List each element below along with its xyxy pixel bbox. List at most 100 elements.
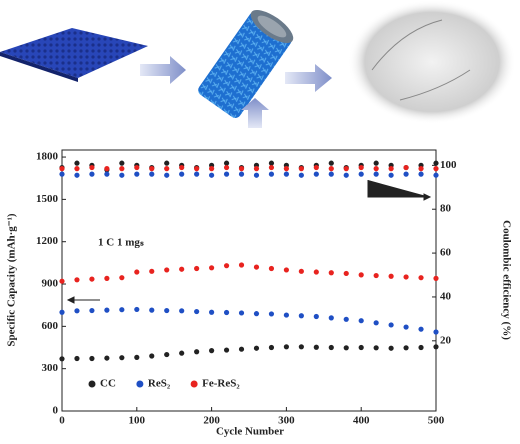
point (433, 160, 439, 166)
x-tick-label: 200 (203, 415, 220, 427)
point (89, 164, 95, 171)
y2-axis-label: Coulombic efficiency (%) (500, 220, 512, 340)
point (89, 307, 95, 314)
point (433, 344, 439, 350)
y-axis-label: Specific Capacity (mAh·g⁻¹) (6, 213, 18, 346)
point (119, 172, 125, 178)
point (59, 166, 65, 172)
point (358, 344, 364, 351)
point (89, 355, 95, 362)
point (283, 267, 289, 273)
point (104, 355, 110, 361)
point (373, 320, 379, 326)
point (194, 166, 200, 172)
tem-fold (371, 19, 471, 101)
point (119, 307, 125, 313)
point (223, 171, 230, 177)
point (328, 160, 334, 166)
legend-label: Fe-ReS₂ (202, 378, 240, 390)
point (119, 166, 125, 172)
cylinder (198, 9, 294, 118)
point (403, 324, 409, 330)
point (149, 307, 155, 313)
point (418, 275, 424, 281)
arrow (241, 98, 269, 128)
point (433, 172, 439, 178)
point (313, 313, 319, 320)
point (268, 344, 275, 351)
point (238, 171, 245, 177)
point (238, 346, 245, 352)
point (358, 272, 364, 278)
point (343, 316, 349, 322)
point (433, 275, 439, 281)
point (298, 313, 304, 319)
point (74, 160, 80, 166)
point (268, 171, 275, 177)
point (179, 164, 185, 171)
point (104, 307, 110, 313)
point (328, 315, 334, 321)
point (283, 312, 289, 318)
point (313, 344, 319, 350)
arrow-right-axis (367, 180, 432, 201)
point (268, 160, 275, 166)
point (268, 311, 275, 317)
point (119, 160, 125, 166)
point (134, 171, 140, 177)
point (119, 355, 125, 361)
illustration (0, 0, 516, 128)
point (179, 308, 185, 314)
x-tick-label: 300 (278, 415, 295, 427)
point (209, 309, 215, 315)
point (343, 166, 349, 172)
point (298, 172, 304, 178)
y-tick-label: 0 (53, 405, 59, 417)
point (433, 329, 439, 335)
point (388, 172, 394, 178)
point (74, 166, 80, 172)
point (209, 348, 215, 354)
cloth-edge (0, 52, 78, 82)
point (373, 345, 379, 351)
point (89, 171, 95, 177)
point (149, 171, 155, 177)
point (343, 345, 349, 351)
point (149, 268, 155, 274)
point (164, 267, 170, 273)
point (149, 166, 155, 172)
point (179, 266, 185, 272)
point (283, 344, 289, 350)
point (223, 160, 230, 166)
x-tick-label: 0 (59, 415, 65, 427)
point (313, 164, 319, 171)
point (223, 309, 230, 316)
x-axis-label: Cycle Number (216, 426, 284, 438)
point (74, 308, 80, 314)
arrow (285, 64, 332, 92)
point (59, 309, 65, 315)
point (104, 166, 110, 172)
point (343, 172, 349, 178)
y-tick-label: 600 (42, 320, 59, 332)
x-tick-label: 100 (129, 415, 146, 427)
carbon-cloth (0, 28, 148, 78)
point (253, 345, 260, 351)
y2-tick-label: 100 (440, 159, 457, 171)
point (268, 265, 275, 272)
point (238, 310, 245, 316)
point (59, 356, 65, 362)
point (134, 269, 140, 275)
point (223, 347, 230, 353)
point (194, 308, 200, 315)
point (253, 166, 260, 172)
point (388, 273, 394, 279)
point (388, 322, 394, 328)
point (418, 326, 424, 332)
point (268, 164, 275, 171)
tem-image (348, 0, 516, 124)
point (298, 166, 304, 172)
legend-marker (136, 380, 144, 388)
point (358, 318, 364, 324)
